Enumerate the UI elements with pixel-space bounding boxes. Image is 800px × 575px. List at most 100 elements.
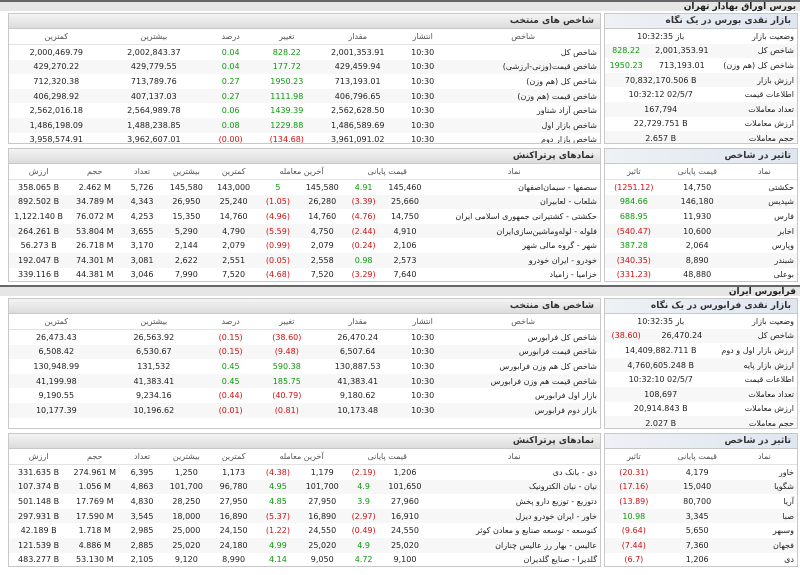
value-cell: 4.85 bbox=[269, 496, 287, 506]
glance-row: ارزش بازار 70,832,170.506 B bbox=[605, 72, 797, 88]
value-cell: 101,650 bbox=[381, 479, 429, 495]
symbol-cell: شبندر bbox=[731, 252, 797, 268]
active-panel: نمادهای پرتراکنش نماد قیمت پایانی آخرین معا… bbox=[8, 148, 601, 282]
value-cell: 145,580 bbox=[169, 182, 203, 192]
column-header: آخرین معامله bbox=[257, 449, 346, 465]
glance-label: شاخص کل bbox=[716, 43, 797, 59]
column-header: مقدار bbox=[316, 29, 400, 45]
table-row: شاخص قیمت (هم وزن) 10:30 406,796.65 1111.98… bbox=[9, 88, 600, 104]
table-row: شاخص کل فرابورس 10:30 26,470.24 (38.60) (0.1… bbox=[9, 330, 600, 345]
value-cell: (5.59) bbox=[257, 223, 299, 239]
column-header: قیمت پایانی bbox=[345, 164, 429, 180]
value-cell: 6,395 bbox=[130, 467, 154, 477]
value-cell: (6.7) bbox=[624, 555, 644, 565]
value-cell: 17.769 M bbox=[76, 496, 114, 506]
glance-value: 22,729.751 B bbox=[633, 119, 688, 129]
value-cell: 96,780 bbox=[209, 479, 258, 495]
column-header: ارزش bbox=[9, 164, 69, 180]
column-header: کمترین bbox=[209, 164, 258, 180]
value-cell: 2,573 bbox=[381, 252, 429, 268]
table-row: کنوسعه - توسعه صنایع و معادن کوثر 24,550 (… bbox=[9, 523, 600, 538]
value-cell: 1229.88 bbox=[257, 117, 317, 133]
value-cell: 483.277 B bbox=[18, 555, 60, 565]
glance-panel: بازار نقدی فرابورس در یک نگاه وضعیت بازار… bbox=[604, 298, 798, 429]
value-cell: 10:30 bbox=[399, 344, 447, 360]
value-cell: 1,486,198.09 bbox=[9, 117, 104, 133]
glance-label: اطلاعات قیمت bbox=[744, 375, 794, 385]
value-cell: 8,890 bbox=[662, 252, 732, 268]
value-cell: 1,486,589.69 bbox=[316, 117, 400, 133]
glance-label: شاخص کل (هم وزن) bbox=[723, 60, 794, 70]
value-cell: 27,950 bbox=[219, 496, 248, 506]
table-row: شپدیس 146,180 984.66 bbox=[605, 194, 797, 210]
value-cell: 74.301 M bbox=[68, 252, 122, 268]
value-cell: 2,562,016.18 bbox=[29, 106, 84, 116]
glance-value: 713,193.01 bbox=[658, 60, 705, 70]
value-cell: 0.04 bbox=[204, 59, 258, 75]
value-cell: 4.95 bbox=[257, 479, 299, 495]
value-cell: (0.81) bbox=[257, 402, 317, 418]
glance-label: ارزش معاملات bbox=[744, 119, 794, 129]
value-cell: (0.24) bbox=[351, 241, 376, 251]
glance-value: 20,914.843 B bbox=[633, 404, 688, 414]
glance-label: وضعیت بازار bbox=[752, 31, 794, 41]
table-row: بازار اول فرابورس 10:30 9,180.62 (40.79) (0.… bbox=[9, 388, 600, 403]
value-cell: 2,885 bbox=[121, 537, 163, 553]
symbol-cell: شاخص آزاد شناور bbox=[536, 106, 597, 116]
value-cell: 41,199.98 bbox=[9, 373, 104, 389]
value-cell: 80,700 bbox=[683, 496, 712, 506]
value-cell: 24,550 bbox=[308, 526, 337, 536]
value-cell: 7,990 bbox=[174, 270, 198, 280]
value-cell: 4.99 bbox=[257, 537, 299, 553]
value-cell: (13.89) bbox=[619, 496, 649, 506]
value-cell: 9,180.62 bbox=[339, 391, 376, 401]
value-cell: (3.29) bbox=[351, 270, 376, 280]
glance-value: 828.22 bbox=[605, 43, 648, 59]
glance-row: ارزش بازار پایه 4,760,605.248 B bbox=[605, 357, 797, 373]
table-row: خاور 4,179 (20.31) bbox=[605, 465, 797, 480]
table-row: گلدیرا - صنایع گلدیران 9,100 4.72 9,050 4.14… bbox=[9, 553, 600, 566]
value-cell: 2,001,353.91 bbox=[330, 47, 385, 57]
value-cell: 429,270.22 bbox=[9, 59, 104, 75]
value-cell: 10:30 bbox=[399, 59, 447, 75]
value-cell: 5,650 bbox=[685, 526, 709, 536]
value-cell: 25,660 bbox=[381, 194, 429, 210]
value-cell: 2,105 bbox=[130, 555, 154, 565]
value-cell: (2.97) bbox=[345, 508, 382, 524]
value-cell: (340.35) bbox=[605, 252, 663, 268]
value-cell: 4,253 bbox=[130, 211, 154, 221]
value-cell: 1,179 bbox=[310, 467, 334, 477]
value-cell: 387.28 bbox=[619, 241, 648, 251]
glance-row: اطلاعات قیمت 10:32:10 02/5/7 bbox=[605, 372, 797, 387]
value-cell: 56.273 B bbox=[20, 241, 57, 251]
header-row: نماد قیمت پایانی تاثیر bbox=[605, 164, 797, 180]
value-cell: 24,550 bbox=[390, 526, 419, 536]
column-header: کمترین bbox=[9, 29, 104, 45]
value-cell: (20.31) bbox=[619, 467, 649, 477]
table-body: وضعیت بازار باز 10:32:35 شاخص کل 2,001,353.… bbox=[605, 29, 797, 143]
value-cell: 1439.39 bbox=[270, 106, 304, 116]
value-cell: 41,383.41 bbox=[103, 373, 205, 389]
glance-value: 4,760,605.248 B bbox=[605, 357, 717, 373]
value-cell: 264.261 B bbox=[9, 223, 69, 239]
value-cell: 1,206 bbox=[685, 555, 709, 565]
column-header: قیمت پایانی bbox=[345, 449, 429, 465]
value-cell: 6,530.67 bbox=[103, 344, 205, 360]
glance-panel: بازار نقدی بورس در یک نگاه وضعیت بازار باز… bbox=[604, 13, 798, 144]
value-cell: 4,750 bbox=[298, 223, 346, 239]
panel-title: تاثیر در شاخص bbox=[605, 149, 797, 164]
table-head: نماد قیمت پایانی آخرین معامله کمترین بیشترین… bbox=[9, 449, 600, 465]
table-head: شاخص انتشار مقدار تغییر درصد بیشترین کمترین bbox=[9, 29, 600, 45]
symbol-cell: شاخص کل bbox=[560, 47, 597, 57]
value-cell: 10:30 bbox=[399, 373, 447, 389]
glance-value: باز 10:32:35 bbox=[637, 31, 685, 41]
value-cell: 713,193.01 bbox=[334, 76, 381, 86]
value-cell: (0.44) bbox=[218, 391, 243, 401]
symbol-cell: شاخص قیمت (هم وزن) bbox=[446, 88, 600, 104]
panel-title: تاثیر در شاخص bbox=[605, 434, 797, 449]
value-cell: 892.502 B bbox=[9, 194, 69, 210]
value-cell: 15,350 bbox=[172, 211, 201, 221]
table-body: خاور 4,179 (20.31) شگویا 15,040 (17.16) آریا 80… bbox=[605, 465, 797, 567]
symbol-cell: فارس bbox=[774, 211, 794, 221]
value-cell: 3,962,607.01 bbox=[127, 135, 181, 144]
